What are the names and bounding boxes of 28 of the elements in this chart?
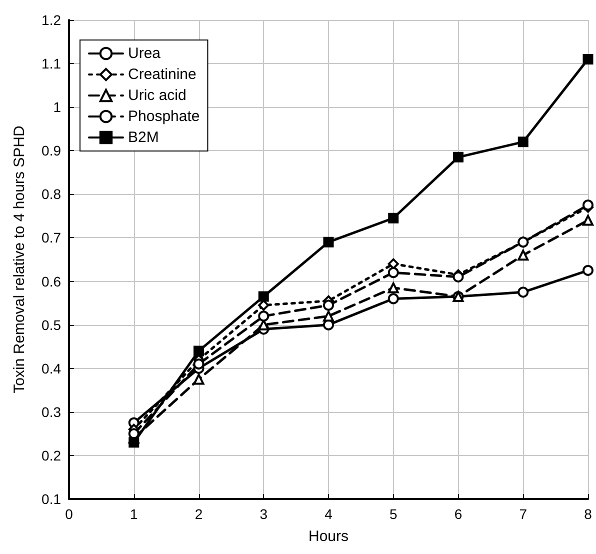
y-tick-label: 0.7 xyxy=(42,230,62,246)
y-tick-label: 0.4 xyxy=(42,360,62,376)
x-tick-label: 6 xyxy=(454,506,462,522)
x-axis-title: Hours xyxy=(308,528,349,545)
y-tick-label: 0.2 xyxy=(42,447,62,464)
legend-label: Urea xyxy=(128,45,162,62)
x-tick-label: 7 xyxy=(519,506,528,522)
y-tick-label: 0.5 xyxy=(42,316,62,333)
x-tick-label: 2 xyxy=(194,506,203,522)
y-axis-title: Toxin Removal relative to 4 hours SPHD xyxy=(11,126,28,394)
y-tick-label: 0.6 xyxy=(42,273,62,290)
y-tick-label: 0.9 xyxy=(42,142,62,159)
x-tick-label: 4 xyxy=(324,506,333,522)
x-tick-label: 5 xyxy=(389,506,398,522)
y-tick-label: 0.1 xyxy=(42,491,62,507)
legend-label: Phosphate xyxy=(128,108,200,125)
legend-label: Uric acid xyxy=(128,87,186,104)
x-tick-label: 8 xyxy=(584,506,592,522)
y-tick-label: 0.3 xyxy=(42,404,62,420)
y-tick-label: 1.1 xyxy=(42,56,62,72)
y-tick-label: 1 xyxy=(53,99,62,116)
x-tick-label: 3 xyxy=(260,506,268,522)
legend-label: B2M xyxy=(128,129,159,146)
y-tick-label: 0.8 xyxy=(42,186,62,202)
y-tick-label: 1.2 xyxy=(42,12,62,28)
x-tick-label: 0 xyxy=(65,506,74,522)
x-tick-label: 1 xyxy=(130,506,138,522)
legend-label: Creatinine xyxy=(128,66,196,83)
